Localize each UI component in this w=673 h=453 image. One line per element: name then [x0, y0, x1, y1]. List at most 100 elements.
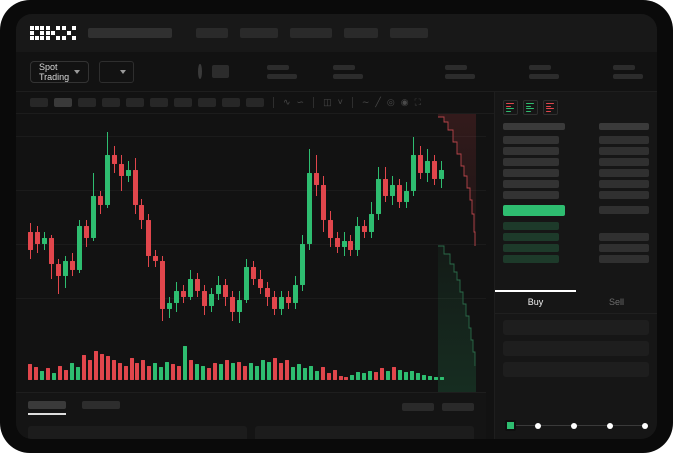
candle	[348, 120, 354, 335]
bottom-card-1[interactable]	[28, 426, 247, 439]
timeframe-button-5[interactable]	[150, 98, 168, 107]
candle-body	[369, 214, 375, 232]
volume-bar	[308, 365, 313, 380]
slider-dot-50[interactable]	[571, 422, 577, 429]
slider-dot-25[interactable]	[535, 422, 541, 429]
volume-bar	[51, 373, 56, 380]
slider-dot-100[interactable]	[642, 422, 648, 429]
candle-body	[125, 169, 131, 176]
timeframe-button-6[interactable]	[174, 98, 192, 107]
bottom-card-2[interactable]	[255, 426, 474, 439]
volume-bar	[105, 356, 110, 380]
candle	[104, 120, 110, 335]
compare-icon[interactable]: ∽	[296, 97, 305, 107]
line-tool-icon[interactable]: ∼	[361, 97, 370, 107]
slider-handle[interactable]	[505, 420, 516, 431]
orderbook-mode-asks-icon[interactable]	[543, 100, 558, 115]
order-form-fields	[503, 320, 649, 383]
volume-bar	[266, 361, 271, 380]
candlestick-chart[interactable]	[16, 114, 486, 392]
candle	[257, 120, 263, 335]
settings-chevron-icon[interactable]: ˅	[337, 97, 343, 107]
candle-body	[292, 285, 298, 303]
candle	[243, 120, 249, 335]
nav-item-4[interactable]	[344, 28, 378, 38]
candle	[397, 120, 403, 335]
timeframe-button-8[interactable]	[222, 98, 240, 107]
stat-2	[333, 64, 363, 79]
candle-body	[223, 285, 229, 297]
candle	[41, 120, 47, 335]
bid-price	[503, 254, 559, 263]
candle-body	[355, 226, 361, 250]
amount-field[interactable]	[503, 362, 649, 377]
volume-bar	[81, 355, 86, 380]
candle-body	[216, 285, 222, 294]
tab-buy[interactable]: Buy	[495, 290, 576, 313]
candle	[404, 120, 410, 335]
bottom-tab-order-history[interactable]	[82, 401, 120, 415]
fullscreen-icon[interactable]: ⛶	[414, 97, 421, 107]
okx-logo[interactable]	[30, 26, 76, 40]
timeframe-button-1[interactable]	[54, 98, 72, 107]
volume-bar	[153, 363, 158, 380]
slider-dot-75[interactable]	[607, 422, 613, 429]
nav-search-field[interactable]	[88, 28, 172, 38]
candle-body	[264, 288, 270, 297]
volume-bar	[69, 363, 74, 380]
timeframe-button-9[interactable]	[246, 98, 264, 107]
orderbook-ask-rows[interactable]	[495, 134, 657, 200]
price-field[interactable]	[503, 341, 649, 356]
bottom-action-1[interactable]	[402, 403, 434, 411]
timeframe-button-7[interactable]	[198, 98, 216, 107]
volume-bar	[231, 363, 236, 380]
volume-bar	[147, 365, 152, 380]
amount-slider[interactable]	[505, 420, 648, 432]
candle-body	[306, 172, 312, 244]
order-type-field[interactable]	[503, 320, 649, 335]
volume-bar	[278, 363, 283, 380]
indicator-icon[interactable]: ∿	[283, 97, 291, 107]
orderbook-row	[503, 167, 649, 178]
candle-body	[90, 196, 96, 238]
chart-gridline	[16, 136, 486, 137]
eraser-icon[interactable]: ╱	[375, 97, 381, 107]
chart-gridline	[16, 190, 486, 191]
nav-item-5[interactable]	[390, 28, 428, 38]
pair-price-display	[211, 65, 229, 78]
candle-body	[62, 261, 68, 277]
candle	[76, 120, 82, 335]
trading-mode-selector[interactable]: Spot Trading	[30, 60, 90, 83]
candle-body	[320, 184, 326, 221]
okx-logo-glyph-o	[30, 26, 44, 40]
nav-item-1[interactable]	[196, 28, 228, 38]
timeframe-button-2[interactable]	[78, 98, 96, 107]
candle-body	[83, 226, 89, 238]
candle	[153, 120, 159, 335]
trading-pair-select[interactable]	[99, 60, 135, 83]
chart-gridline	[16, 244, 486, 245]
orderbook-mode-bids-icon[interactable]	[523, 100, 538, 115]
camera-icon[interactable]: ◎	[386, 97, 395, 107]
volume-bar	[219, 364, 224, 380]
tab-sell[interactable]: Sell	[608, 297, 624, 307]
nav-item-2[interactable]	[240, 28, 278, 38]
bottom-tab-open-orders[interactable]	[28, 401, 66, 415]
chevron-down-icon	[74, 69, 81, 74]
nav-item-3[interactable]	[290, 28, 332, 38]
target-icon[interactable]: ◉	[400, 97, 409, 107]
volume-bar	[428, 376, 433, 380]
orderbook-row	[503, 231, 649, 242]
volume-bar	[39, 370, 44, 380]
candle-body	[299, 243, 305, 286]
orderbook-mode-both-icon[interactable]	[503, 100, 518, 115]
bottom-action-2[interactable]	[442, 403, 474, 411]
ask-depth-area	[438, 114, 476, 246]
timeframe-button-4[interactable]	[126, 98, 144, 107]
volume-bar	[338, 376, 343, 380]
volume-bar	[248, 363, 253, 380]
timeframe-button-0[interactable]	[30, 98, 48, 107]
template-icon[interactable]: ◫	[323, 97, 332, 107]
timeframe-button-3[interactable]	[102, 98, 120, 107]
orderbook-bid-rows[interactable]	[495, 220, 657, 264]
